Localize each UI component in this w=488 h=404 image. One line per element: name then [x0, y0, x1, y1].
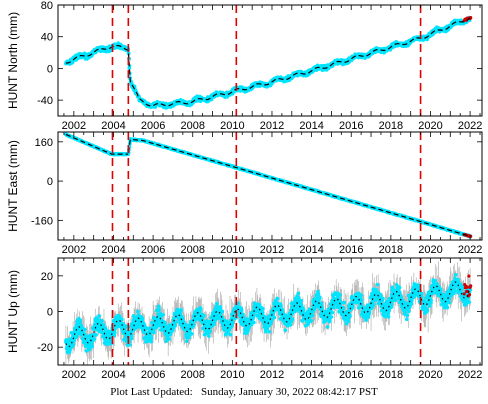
y-tick-label: 80	[41, 0, 53, 12]
model-fit-line	[127, 138, 471, 237]
x-tick-label: 2004	[101, 244, 125, 256]
y-tick-label: -40	[37, 95, 53, 107]
x-tick-label: 2020	[418, 244, 442, 256]
y-axis-label: HUNT East (mm)	[6, 140, 20, 232]
x-tick-label: 2010	[220, 120, 244, 132]
daily-solutions	[64, 132, 473, 239]
y-tick-label: -160	[31, 215, 53, 227]
model-fit-line	[65, 45, 129, 64]
y-tick-label: 40	[41, 32, 53, 44]
x-tick-label: 2016	[339, 244, 363, 256]
x-tick-label: 2012	[260, 244, 284, 256]
x-tick-label: 2004	[101, 120, 125, 132]
recent-point	[469, 234, 473, 238]
x-tick-label: 2022	[458, 244, 482, 256]
x-tick-label: 2016	[339, 120, 363, 132]
x-tick-label: 2008	[180, 120, 204, 132]
data-point	[84, 349, 89, 353]
plot-area	[64, 15, 473, 110]
x-tick-label: 2010	[220, 244, 244, 256]
panel-north: 2002 2004 2006 2008 2010 2012 2014 2016 2018 2020…	[6, 0, 483, 132]
data-point	[78, 318, 83, 323]
x-tick-label: 2006	[141, 244, 165, 256]
y-axis-label: HUNT North (mm)	[6, 12, 20, 109]
x-tick-label: 2012	[260, 120, 284, 132]
data-point	[83, 327, 87, 332]
panel-up: 2002 2004 2006 2008 2010 2012 2014 2016 2018 2020…	[6, 257, 483, 381]
plot-area	[64, 132, 473, 239]
x-tick-label: 2002	[62, 244, 86, 256]
model-fit-line	[65, 133, 129, 155]
axes-frame	[57, 131, 483, 241]
x-tick-label: 2018	[379, 120, 403, 132]
x-tick-label: 2018	[379, 244, 403, 256]
data-point	[71, 343, 76, 347]
plot-area	[63, 261, 473, 365]
x-tick-label: 2002	[62, 120, 86, 132]
data-point	[87, 347, 92, 352]
data-point	[72, 338, 76, 343]
x-tick-label: 2008	[180, 244, 204, 256]
model-fit-line	[127, 17, 471, 107]
x-tick-label: 2014	[299, 120, 323, 132]
x-tick-label: 2020	[418, 120, 442, 132]
y-tick-label: 0	[47, 176, 53, 188]
panel-east: 2002 2004 2006 2008 2010 2012 2014 2016 2018 2020…	[6, 131, 483, 256]
x-tick-label: 2014	[299, 244, 323, 256]
x-tick-label: 2006	[141, 120, 165, 132]
error-bars	[65, 261, 471, 365]
axes-frame	[57, 4, 483, 117]
y-tick-label: 160	[35, 137, 53, 149]
daily-solutions	[63, 272, 473, 355]
daily-solutions	[64, 15, 473, 110]
x-tick-label: 2022	[458, 120, 482, 132]
y-tick-label: 0	[47, 63, 53, 75]
